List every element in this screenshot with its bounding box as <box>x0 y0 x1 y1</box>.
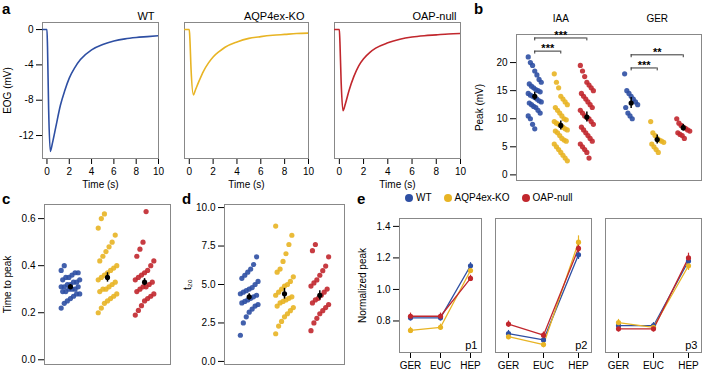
svg-text:GER: GER <box>400 360 422 371</box>
svg-text:2: 2 <box>361 166 367 177</box>
svg-text:20: 20 <box>496 57 508 68</box>
svg-text:0: 0 <box>44 166 50 177</box>
svg-text:10: 10 <box>496 113 508 124</box>
svg-text:4: 4 <box>89 166 95 177</box>
svg-text:**: ** <box>653 46 662 58</box>
svg-text:Peak (mV): Peak (mV) <box>474 84 485 131</box>
svg-text:6: 6 <box>111 166 117 177</box>
svg-text:HEP: HEP <box>460 360 481 371</box>
html-text:OAP-null: OAP-null <box>532 192 573 203</box>
svg-text:8: 8 <box>433 166 439 177</box>
svg-text:6: 6 <box>258 166 264 177</box>
svg-text:***: *** <box>554 29 568 41</box>
svg-text:Time (s): Time (s) <box>379 179 415 190</box>
svg-text:WT: WT <box>137 10 154 22</box>
svg-text:IAA: IAA <box>553 13 569 24</box>
svg-text:p1: p1 <box>465 339 477 351</box>
svg-text:7.5: 7.5 <box>202 240 216 251</box>
html-text:b: b <box>474 0 484 17</box>
svg-text:0.8: 0.8 <box>377 315 391 326</box>
svg-text:8: 8 <box>133 166 139 177</box>
svg-text:0.2: 0.2 <box>22 307 36 318</box>
svg-text:GER: GER <box>646 13 668 24</box>
svg-text:0.0: 0.0 <box>202 356 216 367</box>
svg-text:EOG (mV): EOG (mV) <box>2 67 13 114</box>
svg-text:0.6: 0.6 <box>22 213 36 224</box>
svg-text:2: 2 <box>66 166 72 177</box>
svg-text:0: 0 <box>186 166 192 177</box>
svg-text:GER: GER <box>498 360 520 371</box>
svg-text:p2: p2 <box>575 339 587 351</box>
svg-text:1.0: 1.0 <box>377 284 391 295</box>
svg-text:2: 2 <box>210 166 216 177</box>
svg-text:5.0: 5.0 <box>202 279 216 290</box>
html-text:e: e <box>357 190 366 207</box>
svg-text:Time to peak: Time to peak <box>2 255 13 313</box>
svg-text:***: *** <box>638 59 652 71</box>
svg-text:15: 15 <box>496 85 508 96</box>
svg-text:4: 4 <box>385 166 391 177</box>
svg-text:0.4: 0.4 <box>22 260 36 271</box>
svg-text:8: 8 <box>282 166 288 177</box>
svg-text:0.0: 0.0 <box>22 354 36 365</box>
html-text:WT: WT <box>416 192 432 203</box>
svg-text:10: 10 <box>153 166 165 177</box>
svg-text:HEP: HEP <box>568 360 589 371</box>
svg-text:1.4: 1.4 <box>377 221 391 232</box>
svg-text:6: 6 <box>409 166 415 177</box>
svg-text:2.5: 2.5 <box>202 317 216 328</box>
svg-text:5: 5 <box>502 141 508 152</box>
svg-text:0: 0 <box>28 24 34 35</box>
svg-text:Time (s): Time (s) <box>82 179 118 190</box>
html-text:AQP4ex-KO: AQP4ex-KO <box>454 192 510 203</box>
svg-text:0: 0 <box>502 169 508 180</box>
svg-text:10.0: 10.0 <box>196 202 216 213</box>
svg-text:GER: GER <box>608 360 630 371</box>
svg-text:-4: -4 <box>25 59 34 70</box>
svg-text:4: 4 <box>234 166 240 177</box>
svg-text:p3: p3 <box>685 339 697 351</box>
svg-text:HEP: HEP <box>678 360 699 371</box>
svg-text:-12: -12 <box>19 130 34 141</box>
html-text:c: c <box>2 190 11 207</box>
svg-text:AQP4ex-KO: AQP4ex-KO <box>244 10 305 22</box>
svg-text:EUC: EUC <box>643 360 664 371</box>
svg-text:1.2: 1.2 <box>377 252 391 263</box>
html-text:a: a <box>2 0 11 17</box>
svg-text:EUC: EUC <box>430 360 451 371</box>
svg-text:Normalized peak: Normalized peak <box>357 247 368 323</box>
svg-text:10: 10 <box>455 166 467 177</box>
svg-text:OAP-null: OAP-null <box>412 10 456 22</box>
svg-text:***: *** <box>541 42 555 54</box>
svg-text:EUC: EUC <box>533 360 554 371</box>
svg-text:10: 10 <box>303 166 315 177</box>
svg-text:Time (s): Time (s) <box>228 179 264 190</box>
svg-text:0: 0 <box>337 166 343 177</box>
svg-text:-8: -8 <box>25 94 34 105</box>
svg-text:t₂₀: t₂₀ <box>182 279 193 290</box>
html-text:d: d <box>182 190 192 207</box>
